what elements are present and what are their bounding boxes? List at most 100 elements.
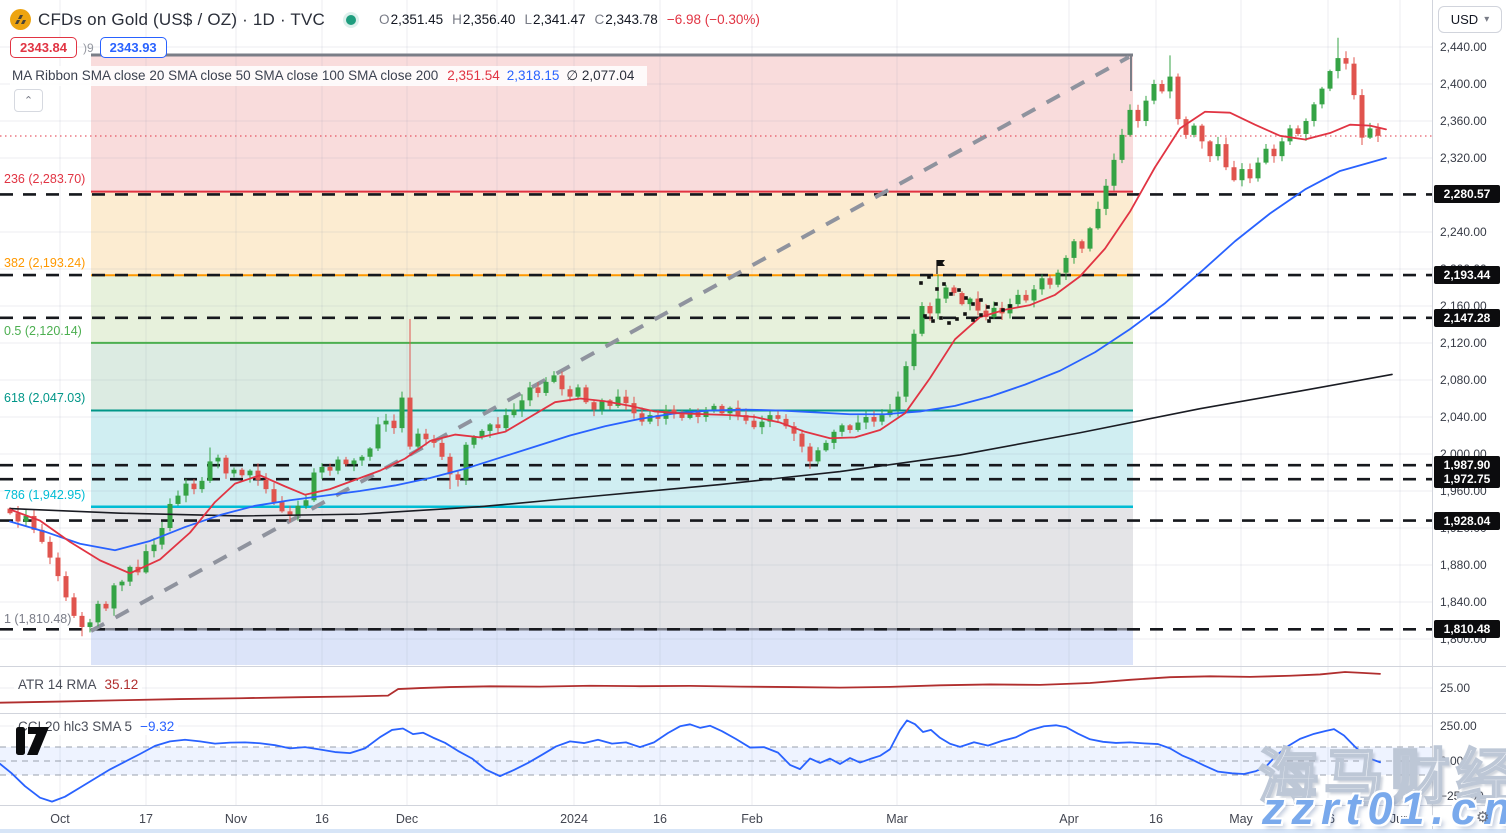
candle	[615, 396, 621, 406]
annotation-dot	[1008, 304, 1012, 308]
candle	[1279, 141, 1285, 157]
time-axis-label: 16	[1149, 812, 1163, 826]
candle	[1111, 159, 1117, 186]
candle	[119, 581, 125, 586]
ohlc-item: C2,343.78	[594, 12, 658, 27]
gold-symbol-icon[interactable]	[10, 9, 31, 30]
candle	[1143, 100, 1149, 121]
time-axis-label: Nov	[224, 812, 248, 826]
ma-value: ∅ 2,077.04	[566, 68, 635, 83]
candle	[1303, 121, 1309, 134]
candle	[1263, 148, 1269, 163]
candle	[383, 420, 389, 425]
annotation-dot	[935, 287, 939, 291]
candle	[1223, 144, 1229, 168]
candle	[335, 459, 341, 471]
candle	[111, 585, 117, 609]
annotation-dot	[994, 302, 998, 306]
candle	[1319, 88, 1325, 105]
ma-ribbon-legend[interactable]: MA Ribbon SMA close 20 SMA close 50 SMA …	[10, 66, 648, 86]
sma20-line[interactable]	[9, 110, 1387, 575]
time-axis-label: 16	[1321, 812, 1335, 826]
candle	[1367, 128, 1373, 138]
candle	[1175, 76, 1181, 120]
candle	[839, 425, 845, 432]
candle	[23, 515, 29, 522]
candle	[447, 456, 453, 475]
candle	[751, 420, 757, 428]
candle	[791, 426, 797, 434]
fib-level-label: 382 (2,193.24)	[4, 256, 86, 270]
candle	[279, 502, 285, 512]
candle	[55, 557, 61, 577]
price-level-badge: 2,193.44	[1434, 266, 1500, 285]
candle	[1119, 134, 1125, 160]
candle	[1375, 128, 1381, 136]
bid-price-pill[interactable]: 2343.84	[10, 37, 77, 58]
cci-value: −9.32	[140, 719, 175, 734]
indicator-axis-label: 0.00	[1440, 754, 1464, 768]
currency-selector[interactable]: USD ▾	[1438, 6, 1502, 33]
candle	[87, 622, 93, 627]
price-axis-label: 2,320.00	[1440, 151, 1487, 165]
change-value: −6.98 (−0.30%)	[666, 12, 760, 27]
trend-line[interactable]	[90, 55, 1130, 633]
currency-label: USD	[1450, 12, 1479, 27]
candle	[1103, 185, 1109, 209]
sma50-line[interactable]	[9, 157, 1387, 552]
price-level-badge: 2,147.28	[1434, 308, 1500, 327]
candle	[63, 576, 69, 598]
annotation-dot	[931, 319, 935, 323]
candle	[327, 466, 333, 471]
symbol-header: CFDs on Gold (US$ / OZ) · 1D · TVC O2,35…	[10, 9, 760, 30]
candle	[623, 396, 629, 404]
time-axis-label: Jun	[1389, 812, 1411, 826]
candle	[1191, 125, 1197, 135]
symbol-title[interactable]: CFDs on Gold (US$ / OZ) · 1D · TVC	[38, 9, 326, 29]
annotation-dot	[942, 282, 946, 286]
candle	[1239, 169, 1245, 181]
annotation-dot	[923, 314, 927, 318]
candle	[143, 551, 149, 573]
sma200-line[interactable]	[9, 373, 1393, 517]
candle	[343, 459, 349, 465]
candle	[1071, 241, 1077, 258]
price-axis-label: 2,120.00	[1440, 336, 1487, 350]
collapse-legend-button[interactable]: ⌃	[14, 89, 43, 112]
candle	[215, 457, 221, 462]
candle	[231, 469, 237, 474]
candle	[71, 597, 77, 616]
annotation-dot	[947, 321, 951, 325]
candle	[1271, 148, 1277, 157]
candle	[815, 450, 821, 462]
market-status-icon[interactable]	[346, 14, 357, 25]
candle	[1255, 162, 1261, 179]
candle	[807, 446, 813, 462]
indicator-axis-label: −250.00	[1440, 789, 1484, 803]
candle	[1095, 208, 1101, 229]
indicator-axis-label: 250.00	[1440, 719, 1477, 733]
atr-line[interactable]	[0, 671, 1381, 704]
candle	[519, 400, 525, 410]
candle	[351, 460, 357, 465]
tradingview-logo-icon[interactable]	[16, 727, 50, 762]
candle	[223, 457, 229, 474]
gear-icon[interactable]: ⚙	[1476, 809, 1490, 826]
candle	[1215, 144, 1221, 157]
candle	[1287, 128, 1293, 142]
candle	[655, 415, 661, 419]
candle	[951, 287, 957, 294]
candle	[79, 615, 85, 627]
candle	[47, 541, 53, 558]
candle	[567, 389, 573, 397]
candle	[31, 515, 37, 530]
atr-legend[interactable]: ATR 14 RMA 35.12	[14, 676, 143, 693]
candle	[711, 405, 717, 410]
candle	[919, 306, 925, 334]
cci-line[interactable]	[0, 719, 1381, 803]
candle	[863, 417, 869, 423]
ask-price-pill[interactable]: 2343.93	[99, 37, 167, 58]
candle	[471, 437, 477, 445]
candle	[295, 505, 301, 516]
